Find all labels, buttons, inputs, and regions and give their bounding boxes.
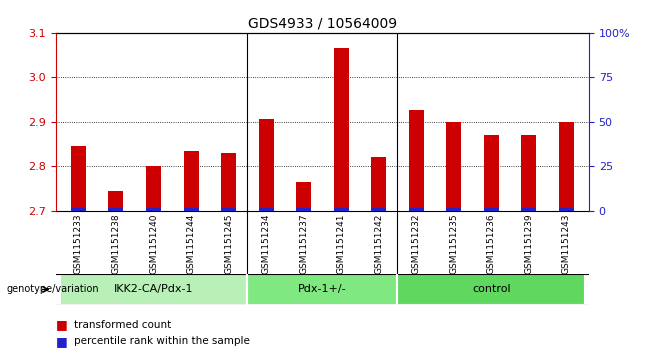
Bar bbox=[334, 48, 349, 211]
Bar bbox=[446, 122, 461, 211]
Text: GSM1151235: GSM1151235 bbox=[449, 214, 458, 274]
Bar bbox=[184, 208, 199, 211]
Bar bbox=[409, 208, 424, 211]
Bar bbox=[60, 274, 247, 305]
Text: GSM1151245: GSM1151245 bbox=[224, 214, 233, 274]
Bar bbox=[409, 110, 424, 211]
Text: GSM1151239: GSM1151239 bbox=[524, 214, 534, 274]
Text: GSM1151233: GSM1151233 bbox=[74, 214, 83, 274]
Bar bbox=[296, 182, 311, 211]
Bar bbox=[371, 208, 386, 211]
Text: transformed count: transformed count bbox=[74, 320, 172, 330]
Bar bbox=[184, 151, 199, 211]
Bar bbox=[71, 208, 86, 211]
Text: ■: ■ bbox=[56, 318, 68, 331]
Bar bbox=[521, 135, 536, 211]
Text: GSM1151240: GSM1151240 bbox=[149, 214, 158, 274]
Text: GSM1151242: GSM1151242 bbox=[374, 214, 383, 274]
Bar bbox=[559, 208, 574, 211]
Bar bbox=[397, 274, 585, 305]
Text: ■: ■ bbox=[56, 335, 68, 348]
Bar bbox=[259, 208, 274, 211]
Bar bbox=[221, 208, 236, 211]
Text: GSM1151237: GSM1151237 bbox=[299, 214, 308, 274]
Bar bbox=[146, 208, 161, 211]
Text: IKK2-CA/Pdx-1: IKK2-CA/Pdx-1 bbox=[114, 285, 193, 294]
Text: GSM1151244: GSM1151244 bbox=[187, 214, 195, 274]
Bar bbox=[109, 191, 124, 211]
Bar bbox=[484, 208, 499, 211]
Bar bbox=[109, 208, 124, 211]
Text: control: control bbox=[472, 285, 511, 294]
Bar bbox=[484, 135, 499, 211]
Bar bbox=[146, 166, 161, 211]
Text: GSM1151238: GSM1151238 bbox=[111, 214, 120, 274]
Text: Pdx-1+/-: Pdx-1+/- bbox=[298, 285, 347, 294]
Bar bbox=[221, 153, 236, 211]
Bar bbox=[559, 122, 574, 211]
Bar bbox=[446, 208, 461, 211]
Text: GSM1151232: GSM1151232 bbox=[412, 214, 420, 274]
Text: GDS4933 / 10564009: GDS4933 / 10564009 bbox=[248, 16, 397, 30]
Text: GSM1151234: GSM1151234 bbox=[262, 214, 270, 274]
Text: GSM1151241: GSM1151241 bbox=[337, 214, 345, 274]
Text: genotype/variation: genotype/variation bbox=[7, 285, 99, 294]
Bar bbox=[259, 119, 274, 211]
Text: GSM1151236: GSM1151236 bbox=[487, 214, 496, 274]
Bar bbox=[247, 274, 397, 305]
Bar bbox=[296, 208, 311, 211]
Text: GSM1151243: GSM1151243 bbox=[562, 214, 571, 274]
Bar bbox=[371, 157, 386, 211]
Bar bbox=[71, 146, 86, 211]
Text: percentile rank within the sample: percentile rank within the sample bbox=[74, 336, 250, 346]
Bar bbox=[521, 208, 536, 211]
Bar bbox=[334, 208, 349, 211]
